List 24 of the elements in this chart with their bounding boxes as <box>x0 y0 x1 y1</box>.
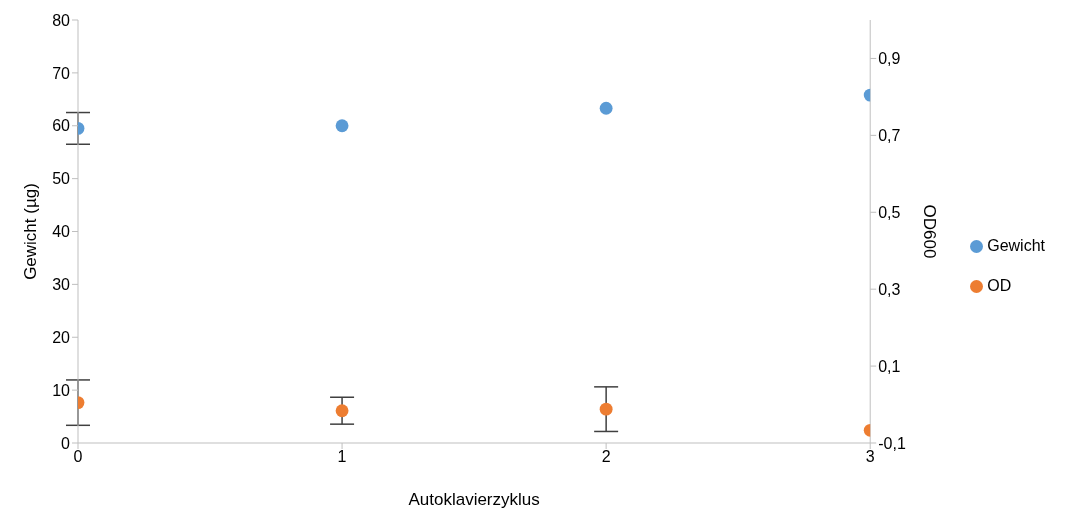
y2-tick-label: 0,3 <box>878 280 901 298</box>
y-tick-label: 30 <box>52 276 71 294</box>
y2-tick-label: 0,7 <box>878 127 901 145</box>
x-axis-title: Autoklavierzyklus <box>408 490 540 510</box>
y2-tick-label: 0,5 <box>878 203 901 221</box>
y-tick-label: 50 <box>52 170 71 188</box>
y2-axis-title: OD600 <box>920 204 940 259</box>
y-tick-label: 70 <box>52 64 71 82</box>
y2-tick-label: 0,1 <box>878 357 901 375</box>
y-tick-label: 60 <box>52 117 71 135</box>
x-tick-label: 3 <box>865 448 875 466</box>
x-tick-label: 2 <box>601 448 611 466</box>
x-tick-label: 0 <box>73 448 83 466</box>
y-tick-label: 10 <box>52 381 71 399</box>
x-tick-label: 1 <box>337 448 347 466</box>
y-tick-label: 20 <box>52 328 71 346</box>
legend-label: Gewicht <box>987 236 1045 254</box>
y-tick-label: 80 <box>52 11 71 29</box>
legend-label: OD <box>987 276 1012 294</box>
y-tick-label: 0 <box>61 434 71 452</box>
y2-tick-label: 0,9 <box>878 50 901 68</box>
y2-tick-label: -0,1 <box>878 434 906 452</box>
y-tick-label: 40 <box>52 223 71 241</box>
y-axis-title: Gewicht (µg) <box>21 183 41 280</box>
